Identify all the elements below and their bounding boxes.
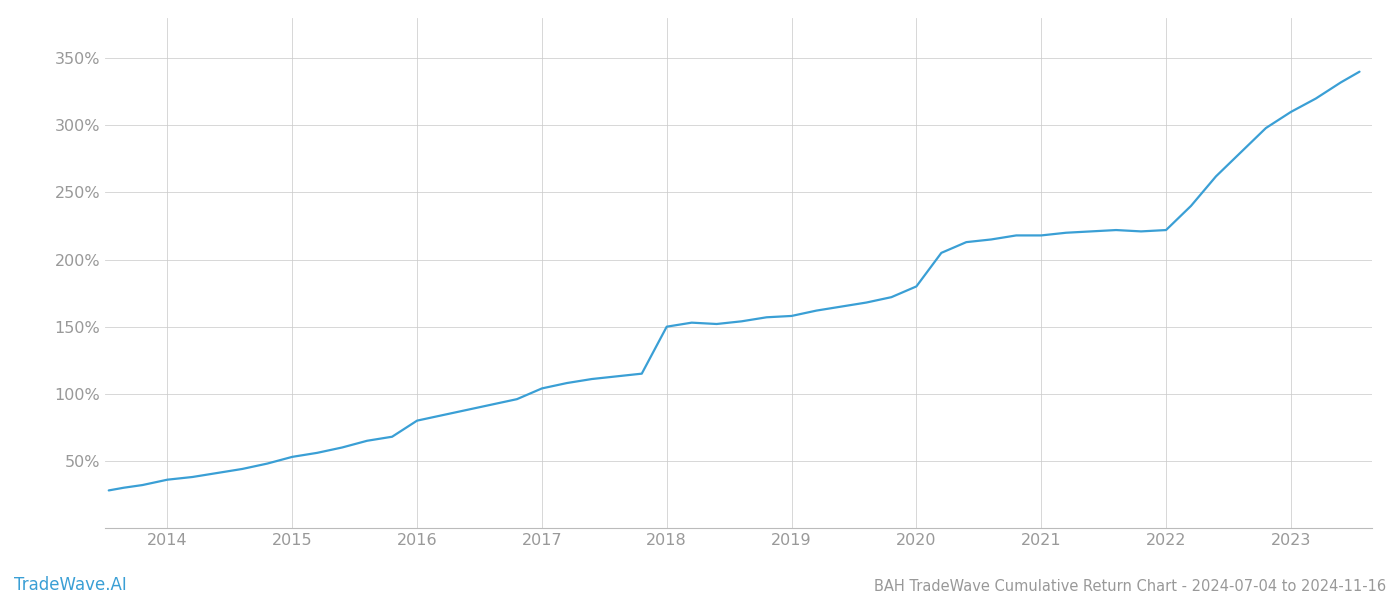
Text: BAH TradeWave Cumulative Return Chart - 2024-07-04 to 2024-11-16: BAH TradeWave Cumulative Return Chart - … [874, 579, 1386, 594]
Text: TradeWave.AI: TradeWave.AI [14, 576, 127, 594]
